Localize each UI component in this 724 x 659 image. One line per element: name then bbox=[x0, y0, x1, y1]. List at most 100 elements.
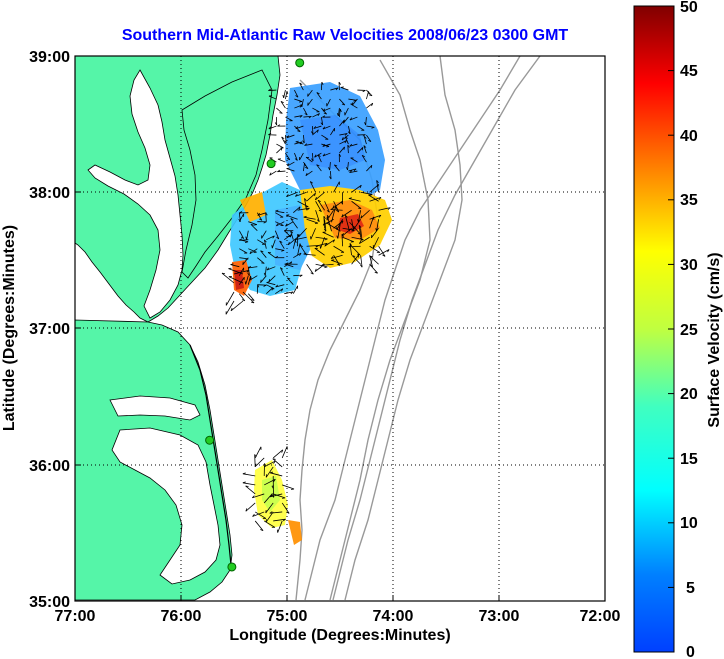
velocity-arrow bbox=[281, 446, 288, 459]
velocity-arrow bbox=[260, 250, 267, 258]
velocity-arrow bbox=[341, 209, 352, 218]
velocity-arrow-head bbox=[344, 140, 347, 144]
velocity-arrow-head bbox=[250, 223, 254, 226]
velocity-arrow-head bbox=[378, 197, 382, 200]
velocity-arrow-head bbox=[221, 272, 226, 275]
velocity-arrow bbox=[315, 236, 328, 240]
velocity-arrow bbox=[369, 263, 378, 274]
velocity-arrow-head bbox=[338, 81, 341, 85]
colorbar-tick-label: 0 bbox=[686, 644, 695, 659]
velocity-arrow bbox=[228, 276, 244, 284]
velocity-arrow bbox=[294, 236, 307, 241]
velocity-arrow-head bbox=[336, 235, 339, 239]
velocity-arrow-head bbox=[260, 250, 264, 253]
velocity-arrow-head bbox=[269, 172, 272, 176]
velocity-arrow bbox=[285, 135, 287, 144]
velocity-arrow bbox=[323, 216, 325, 229]
velocity-arrow bbox=[342, 236, 354, 243]
velocity-arrow bbox=[315, 201, 322, 212]
velocity-arrow bbox=[297, 243, 301, 256]
velocity-arrow-head bbox=[324, 238, 328, 241]
velocity-arrow-head bbox=[336, 113, 339, 117]
velocity-arrow bbox=[368, 194, 379, 202]
velocity-arrow bbox=[294, 141, 303, 145]
velocity-arrow bbox=[279, 240, 285, 249]
velocity-arrow-head bbox=[322, 115, 326, 118]
velocity-arrow-head bbox=[358, 225, 362, 229]
velocity-arrow-head bbox=[303, 215, 307, 218]
velocity-arrow-head bbox=[337, 263, 341, 266]
velocity-arrow bbox=[233, 269, 250, 275]
velocity-arrow-head bbox=[297, 130, 301, 132]
velocity-arrow-head bbox=[265, 212, 268, 216]
velocity-arrow bbox=[334, 164, 340, 172]
velocity-arrow bbox=[344, 107, 349, 116]
velocity-arrow-head bbox=[348, 197, 352, 199]
velocity-arrow-head bbox=[277, 169, 281, 173]
velocity-arrow bbox=[274, 230, 280, 240]
velocity-arrow bbox=[365, 117, 367, 126]
velocity-arrow bbox=[330, 87, 339, 91]
velocity-arrow-head bbox=[247, 272, 250, 276]
velocity-arrow bbox=[348, 125, 351, 134]
station-marker bbox=[227, 562, 237, 572]
velocity-arrow-head bbox=[361, 147, 364, 151]
velocity-arrow-head bbox=[311, 158, 314, 162]
velocity-arrow-head bbox=[273, 460, 276, 464]
velocity-arrow bbox=[276, 107, 283, 114]
velocity-arrow bbox=[245, 275, 249, 285]
velocity-arrow-head bbox=[300, 103, 303, 108]
velocity-arrow-head bbox=[322, 153, 326, 157]
velocity-arrow-head bbox=[304, 113, 308, 116]
velocity-arrow bbox=[265, 466, 274, 478]
velocity-arrow bbox=[307, 98, 313, 106]
velocity-arrow bbox=[242, 257, 249, 266]
velocity-arrow-head bbox=[277, 124, 281, 127]
velocity-arrow bbox=[359, 236, 370, 244]
velocity-arrow-head bbox=[269, 494, 273, 498]
velocity-arrow bbox=[331, 206, 337, 223]
velocity-arrow bbox=[350, 103, 358, 109]
velocity-arrow-head bbox=[260, 279, 262, 283]
velocity-arrow bbox=[333, 245, 345, 253]
velocity-arrow bbox=[348, 98, 357, 101]
velocity-arrow bbox=[281, 502, 290, 514]
velocity-arrow bbox=[284, 234, 292, 241]
velocity-arrow-head bbox=[376, 180, 379, 184]
velocity-arrow-head bbox=[249, 250, 252, 255]
velocity-arrow-head bbox=[341, 137, 344, 141]
velocity-arrow-head bbox=[239, 238, 243, 241]
velocity-arrow-head bbox=[364, 122, 367, 126]
velocity-arrow bbox=[285, 221, 294, 227]
velocity-arrow-head bbox=[343, 120, 345, 124]
x-tick-labels: 77:00 76:00 75:00 74:00 73:00 72:00 bbox=[55, 608, 621, 625]
velocity-arrow bbox=[315, 263, 328, 268]
pamlico-sound bbox=[111, 427, 221, 585]
y-tick-label: 35:00 bbox=[29, 594, 70, 611]
velocity-arrow-head bbox=[382, 254, 386, 257]
velocity-arrow-head bbox=[322, 126, 326, 130]
velocity-arrow bbox=[344, 215, 350, 232]
velocity-arrow bbox=[293, 206, 301, 213]
x-tick-label: 76:00 bbox=[161, 608, 202, 625]
velocity-arrow-head bbox=[310, 272, 314, 275]
velocity-arrow bbox=[339, 98, 346, 106]
station-marker bbox=[205, 435, 215, 445]
velocity-arrow-head bbox=[303, 252, 307, 255]
tick-marks bbox=[74, 55, 606, 602]
velocity-arrow bbox=[298, 227, 307, 238]
velocity-arrow bbox=[295, 191, 307, 197]
velocity-arrow bbox=[366, 134, 372, 142]
velocity-arrow-head bbox=[290, 230, 294, 234]
velocity-arrow bbox=[312, 113, 320, 118]
velocity-arrow-head bbox=[320, 122, 324, 126]
velocity-arrow-head bbox=[387, 207, 391, 210]
velocity-arrow bbox=[326, 98, 331, 107]
velocity-arrow-head bbox=[326, 215, 330, 218]
velocity-arrow bbox=[357, 125, 365, 131]
velocity-arrow-head bbox=[290, 291, 294, 295]
velocity-arrow bbox=[280, 267, 285, 276]
velocity-arrow bbox=[238, 230, 245, 239]
velocity-arrow bbox=[260, 275, 267, 283]
velocity-arrow bbox=[360, 228, 363, 241]
